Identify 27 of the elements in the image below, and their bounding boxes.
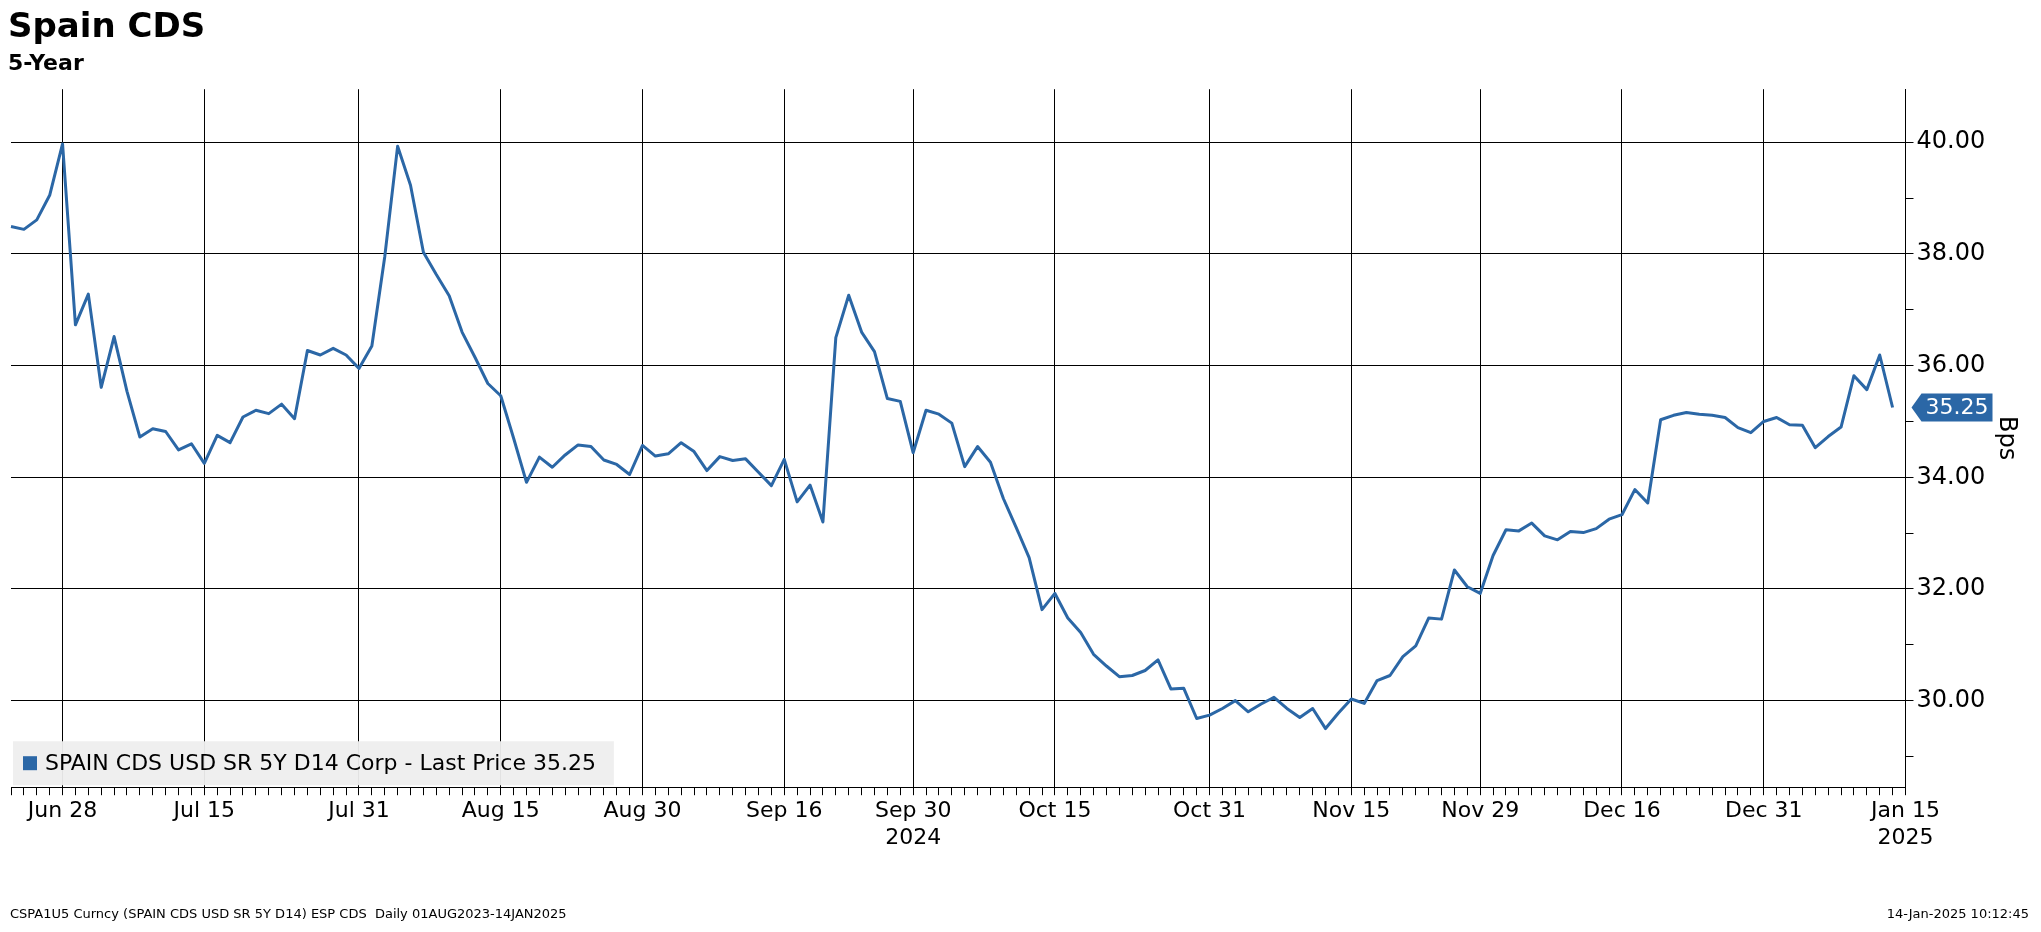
y-tick-label: 38.00: [1916, 238, 1986, 267]
x-tick-label: Jul 15: [171, 797, 236, 823]
legend-label: SPAIN CDS USD SR 5Y D14 Corp - Last Price 35.25: [45, 749, 596, 775]
data-label: 35.25: [1925, 394, 1989, 420]
x-tick-label: Aug 30: [603, 797, 682, 823]
x-tick-label: Oct 31: [1173, 797, 1247, 823]
chart-title: Spain CDS: [8, 5, 206, 46]
x-tick-label: Nov 15: [1312, 797, 1391, 823]
x-tick-label: Nov 29: [1441, 797, 1520, 823]
x-tick-label: Oct 15: [1018, 797, 1092, 823]
x-tick-label: Jun 28: [25, 797, 98, 823]
x-tick-label: Dec 16: [1583, 797, 1661, 823]
y-axis-title: Bps: [1994, 416, 2023, 461]
y-tick-label: 40.00: [1916, 126, 1986, 155]
chart-subtitle: 5-Year: [8, 49, 84, 75]
x-tick-label: Jul 31: [326, 797, 390, 823]
x-tick-label: Sep 16: [746, 797, 823, 823]
x-tick-label: Sep 30 2024: [874, 797, 952, 849]
y-tick-label: 34.00: [1916, 461, 1986, 490]
text: CSPA1U5 Curncy (SPAIN CDS USD SR 5Y D14) ESP CDS Daily 01AUG2023-14JAN2025: [10, 906, 567, 921]
x-tick-label: Jan 15 2025: [1869, 797, 1940, 849]
y-tick-label: 36.00: [1916, 349, 1986, 378]
x-tick-label: Dec 31: [1724, 797, 1803, 823]
y-tick-label: 30.00: [1916, 684, 1986, 713]
y-tick-label: 32.00: [1916, 573, 1986, 602]
x-tick-label: Aug 15: [461, 797, 540, 823]
text: 14-Jan-2025 10:12:45: [1886, 906, 2029, 921]
